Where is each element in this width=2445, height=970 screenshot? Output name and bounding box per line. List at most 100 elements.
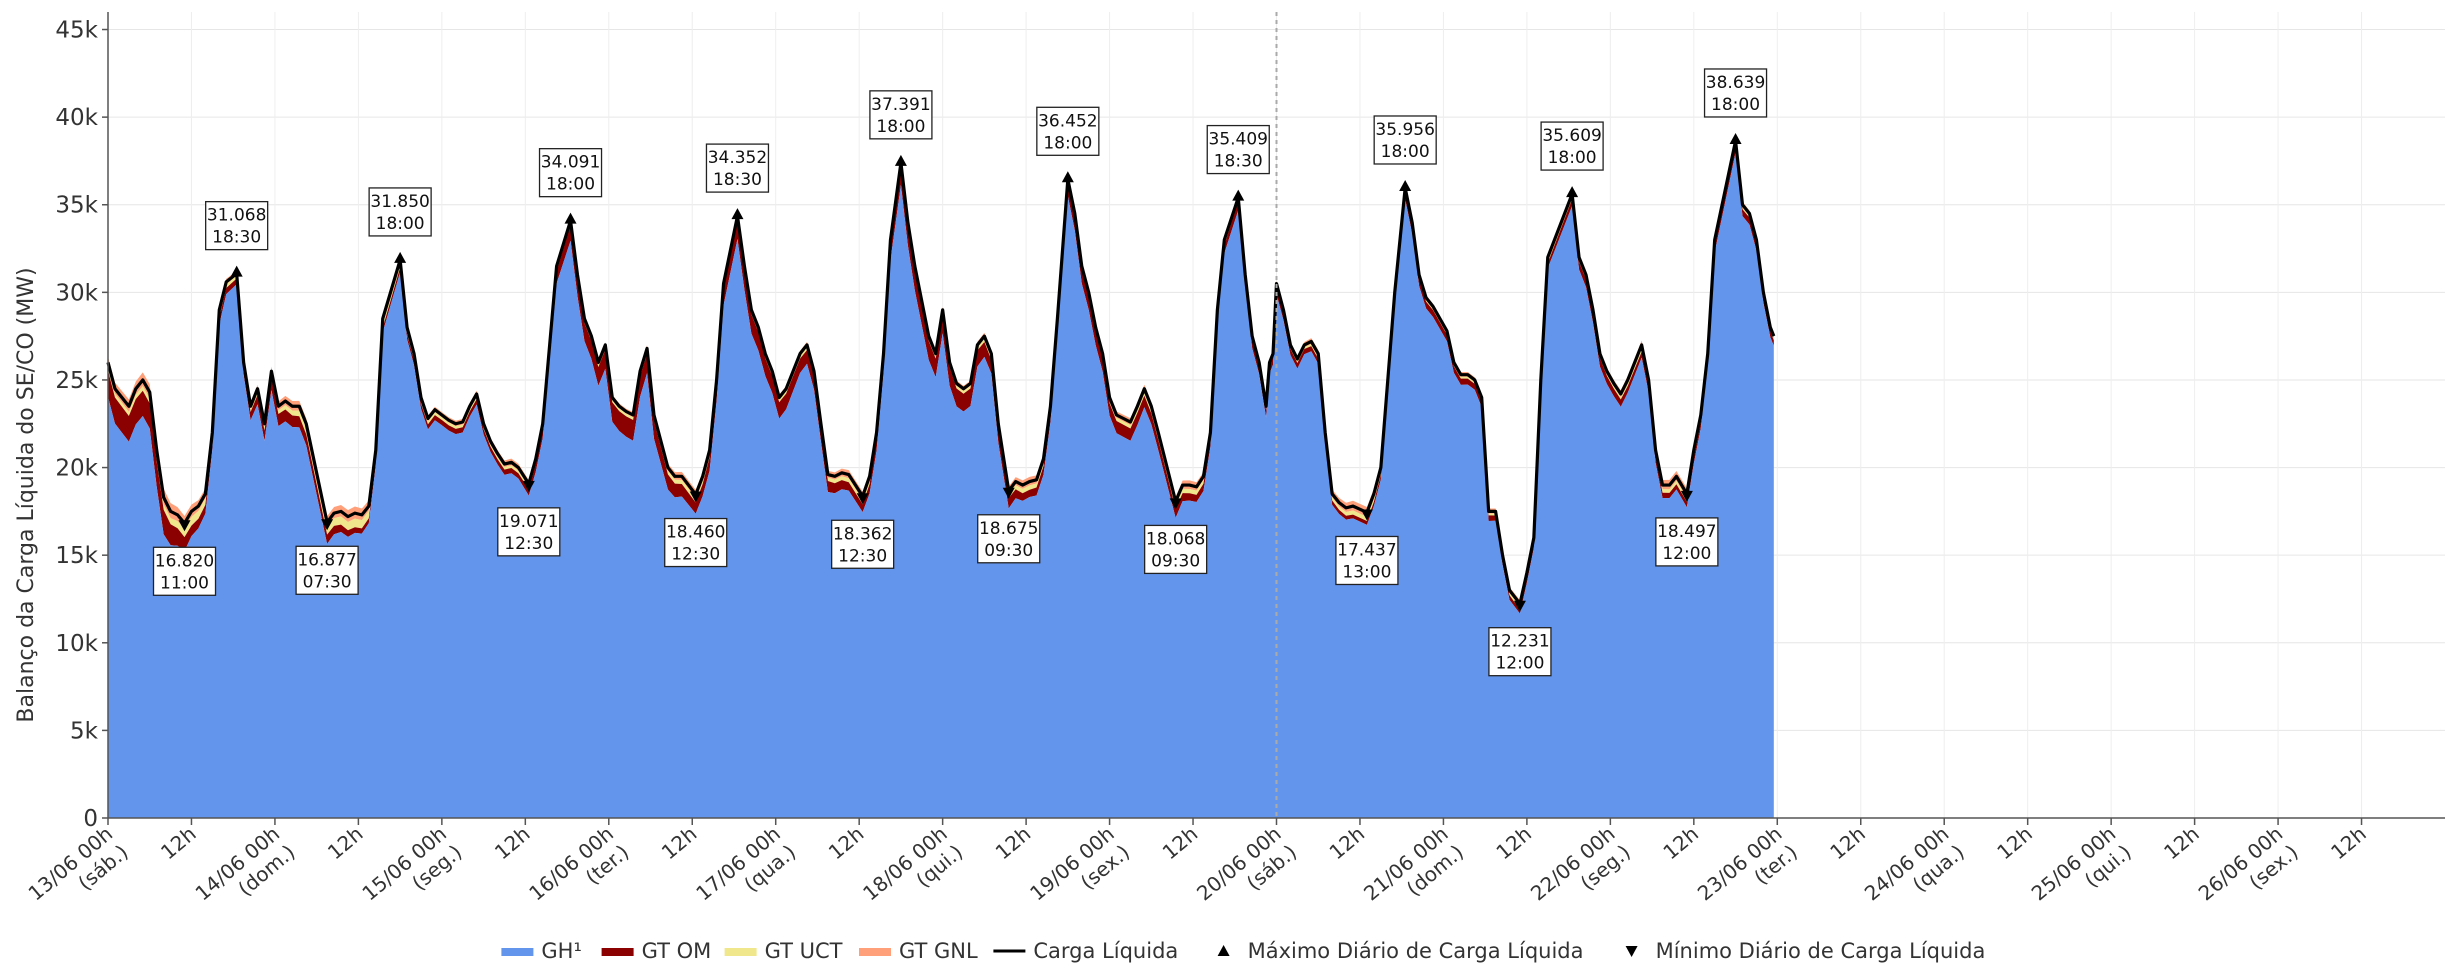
daily-max-marker: [1729, 132, 1742, 144]
annotation-text: 18.068: [1146, 529, 1205, 549]
annotation-text: 31.850: [370, 192, 429, 212]
annotation-text: 12:30: [504, 534, 553, 554]
annotation-text: 09:30: [1151, 551, 1200, 571]
x-tick-label: 12h: [323, 821, 368, 864]
y-tick-label: 25k: [55, 368, 98, 394]
x-tick-label: 12h: [1158, 821, 1203, 864]
annotation-text: 07:30: [303, 572, 352, 592]
legend-item: GT UCT: [724, 939, 843, 963]
gh-area: [108, 152, 1774, 818]
legend-swatch: [1625, 946, 1638, 957]
daily-min-marker: [689, 491, 702, 503]
annotation-text: 18:00: [1043, 133, 1092, 153]
legend-swatch: [601, 948, 634, 956]
y-tick-label: 30k: [55, 280, 98, 306]
legend-label: GT UCT: [765, 939, 843, 963]
y-tick-label: 20k: [55, 456, 98, 482]
daily-max-marker: [394, 251, 407, 263]
x-tick-label: 12h: [1825, 821, 1870, 864]
legend-item: Carga Líquida: [993, 939, 1178, 963]
legend-swatch: [724, 948, 757, 956]
net-load-line: [106, 139, 1776, 606]
daily-max-marker: [1232, 189, 1245, 201]
y-tick-label: 15k: [55, 543, 98, 569]
x-tick-label: 22/06 00h(seg.): [1526, 821, 1635, 923]
annotation-text: 18.497: [1657, 522, 1716, 542]
annotation-text: 18:00: [1381, 142, 1430, 162]
annotation-text: 18:30: [1214, 152, 1263, 172]
annotation-text: 12:00: [1495, 654, 1544, 674]
generation-areas: [108, 137, 1774, 818]
y-tick-label: 0: [83, 806, 98, 832]
y-tick-label: 5k: [70, 718, 99, 744]
legend-label: Carga Líquida: [1033, 939, 1178, 963]
annotation-text: 34.352: [708, 148, 767, 168]
x-tick-label: 24/06 00h(qua.): [1860, 821, 1969, 923]
daily-min-marker: [321, 519, 334, 531]
x-tick-label: 17/06 00h(qua.): [691, 821, 800, 923]
y-tick-label: 40k: [55, 105, 98, 131]
x-tick-label: 12h: [1992, 821, 2037, 864]
annotation-text: 38.639: [1706, 73, 1765, 93]
annotation-text: 18:00: [1711, 95, 1760, 115]
legend-item: GT GNL: [859, 939, 978, 963]
annotation-text: 16.877: [297, 550, 356, 570]
x-tick-label: 12h: [156, 821, 201, 864]
annotation-text: 11:00: [160, 573, 209, 593]
daily-max-marker: [1399, 179, 1412, 191]
x-tick-label: 12h: [1491, 821, 1536, 864]
annotation-text: 18:00: [546, 175, 595, 195]
x-tick-label: 20/06 00h(sáb.): [1192, 821, 1301, 923]
legend: GH¹ GT OM GT UCT GT GNL Carga Líquida Máximo …: [501, 939, 1985, 963]
legend-label: GT GNL: [899, 939, 978, 963]
annotation-text: 37.391: [871, 95, 930, 115]
legend-item: GH¹: [501, 939, 582, 963]
annotation-text: 18.675: [979, 519, 1038, 539]
x-tick-label: 25/06 00h(qui.): [2027, 821, 2136, 923]
annotation-text: 34.091: [541, 153, 600, 173]
legend-label: GH¹: [541, 939, 581, 963]
y-axis-label: Balanço da Carga Líquida do SE/CO (MW): [14, 267, 39, 722]
x-tick-label: 12h: [490, 821, 535, 864]
legend-swatch: [1217, 945, 1230, 956]
daily-max-marker: [564, 212, 577, 224]
daily-max-marker: [731, 208, 744, 220]
x-tick-label: 18/06 00h(qui.): [858, 821, 967, 923]
x-tick-label: 12h: [991, 821, 1036, 864]
x-tick-label: 26/06 00h(sex.): [2194, 821, 2303, 923]
legend-item: GT OM: [601, 939, 711, 963]
annotation-text: 18:00: [1548, 148, 1597, 168]
annotation-text: 31.068: [207, 206, 266, 226]
annotation-text: 13:00: [1342, 562, 1391, 582]
net-load-path: [106, 139, 1776, 606]
annotation-text: 18:00: [376, 214, 425, 234]
annotation-text: 35.609: [1542, 126, 1601, 146]
x-tick-label: 15/06 00h(seg.): [357, 821, 466, 923]
annotation-text: 09:30: [984, 541, 1033, 561]
x-tick-label: 14/06 00h(dom.): [190, 821, 299, 923]
annotation-text: 18:30: [713, 170, 762, 190]
x-tick-label: 12h: [2159, 821, 2204, 864]
daily-min-marker: [856, 493, 869, 505]
annotation-text: 12:30: [671, 545, 720, 565]
annotation-text: 16.820: [155, 551, 214, 571]
daily-annotations: 31.06818:3031.85018:0034.09118:0034.3521…: [152, 68, 1768, 677]
x-tick-label: 19/06 00h(sex.): [1025, 821, 1134, 923]
x-tick-label: 13/06 00h(sáb.): [24, 821, 133, 923]
